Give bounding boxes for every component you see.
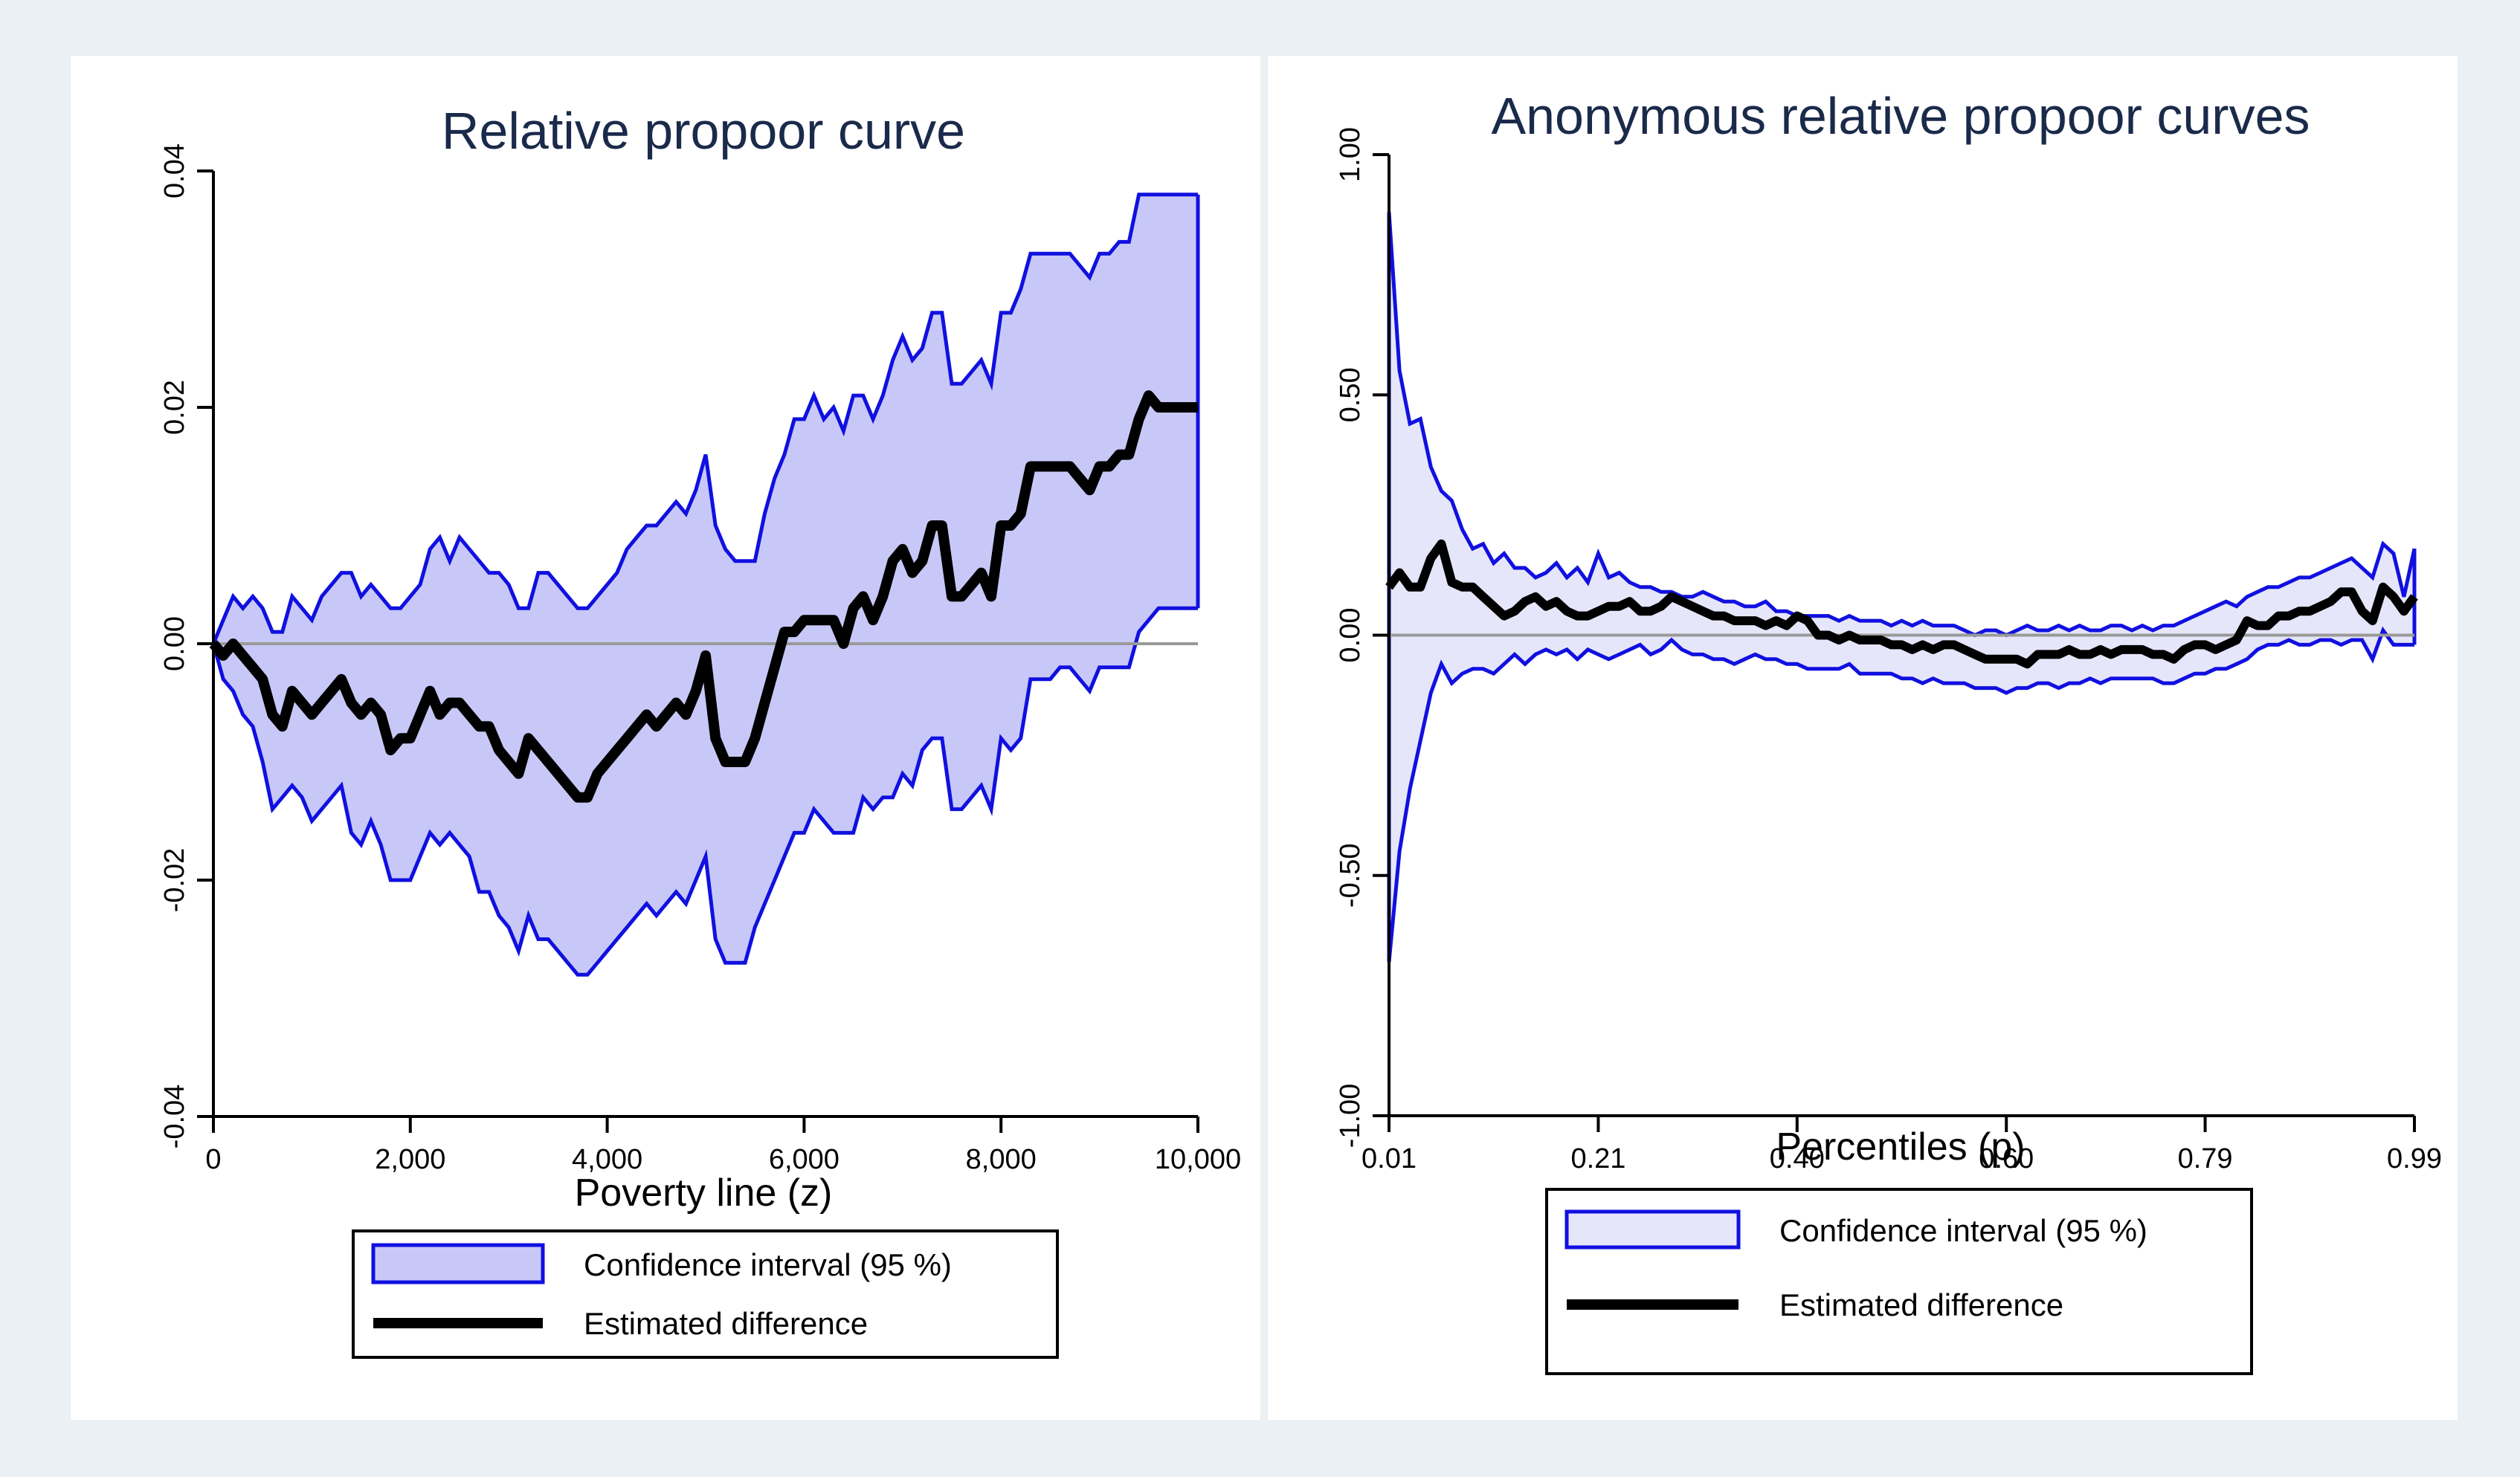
left-x-tick-label: 8,000 xyxy=(966,1144,1037,1175)
left-chart: Relative propoor curve -0.04 -0.02 0.00 0.0… xyxy=(71,56,1260,1420)
right-estimate-line xyxy=(1385,539,2418,669)
right-y-tick-label: 1.00 xyxy=(1335,127,1366,182)
left-estimate-line xyxy=(209,390,1198,803)
right-ci-lower-line xyxy=(1387,626,2414,963)
left-x-ticks: 0 2,000 4,000 6,000 8,000 10,000 xyxy=(205,1116,1241,1175)
right-x-tick-label: 0.01 xyxy=(1361,1143,1417,1174)
left-ci-lower-line xyxy=(211,606,1198,977)
right-x-tick-label: 0.21 xyxy=(1570,1143,1625,1174)
right-y-tick-label: 0.00 xyxy=(1335,608,1366,663)
left-x-tick-label: 0 xyxy=(205,1144,221,1175)
right-y-ticks: -1.00 -0.50 0.00 0.50 1.00 xyxy=(1335,127,1389,1148)
left-x-tick-label: 10,000 xyxy=(1155,1144,1241,1175)
left-legend-ci-label: Confidence interval (95 %) xyxy=(584,1247,952,1282)
right-x-ticks: 0.01 0.21 0.40 0.60 0.79 0.99 xyxy=(1361,1116,2442,1174)
right-ci-upper-line xyxy=(1387,212,2417,638)
right-chart-title: Anonymous relative propoor curves xyxy=(1491,87,2310,145)
left-chart-title: Relative propoor curve xyxy=(442,102,965,160)
right-y-tick-label: 0.50 xyxy=(1335,367,1366,422)
left-x-axis-label: Poverty line (z) xyxy=(575,1171,833,1215)
left-y-tick-label: 0.04 xyxy=(159,143,190,198)
left-y-tick-label: 0.02 xyxy=(159,380,190,435)
right-x-tick-label: 0.99 xyxy=(2387,1143,2442,1174)
left-legend: Confidence interval (95 %) Estimated dif… xyxy=(352,1229,1059,1359)
left-ci-band xyxy=(213,194,1198,975)
right-y-tick-label: -0.50 xyxy=(1335,843,1366,908)
right-x-axis-label: Percentiles (p) xyxy=(1776,1125,2025,1169)
right-chart: Anonymous relative propoor curves -1.00-… xyxy=(1268,56,2458,1420)
left-x-tick-label: 4,000 xyxy=(572,1144,642,1175)
right-legend-ci-label: Confidence interval (95 %) xyxy=(1779,1213,2147,1248)
left-y-ticks: -0.04 -0.02 0.00 0.02 0.04 xyxy=(159,143,213,1148)
right-legend: Confidence interval (95 %) Estimated dif… xyxy=(1545,1188,2253,1375)
right-x-tick-label: 0.79 xyxy=(2178,1143,2233,1174)
right-y-tick-label: -1.00 xyxy=(1335,1084,1366,1148)
left-x-tick-label: 6,000 xyxy=(769,1144,840,1175)
right-legend-estimate-label: Estimated difference xyxy=(1779,1287,2063,1322)
left-x-tick-label: 2,000 xyxy=(375,1144,445,1175)
left-y-tick-label: -0.02 xyxy=(159,848,190,913)
right-x-tick-label: 0.40 xyxy=(1770,1143,1825,1174)
right-legend-ci-swatch xyxy=(1564,1209,1741,1250)
left-legend-estimate-label: Estimated difference xyxy=(584,1306,868,1341)
right-ci-band xyxy=(1389,212,2414,963)
left-y-tick-label: 0.00 xyxy=(159,616,190,671)
left-ci-upper-line xyxy=(211,193,1198,644)
right-x-tick-label: 0.60 xyxy=(1979,1143,2034,1174)
left-y-tick-label: -0.04 xyxy=(159,1085,190,1149)
left-legend-ci-swatch xyxy=(371,1243,545,1284)
